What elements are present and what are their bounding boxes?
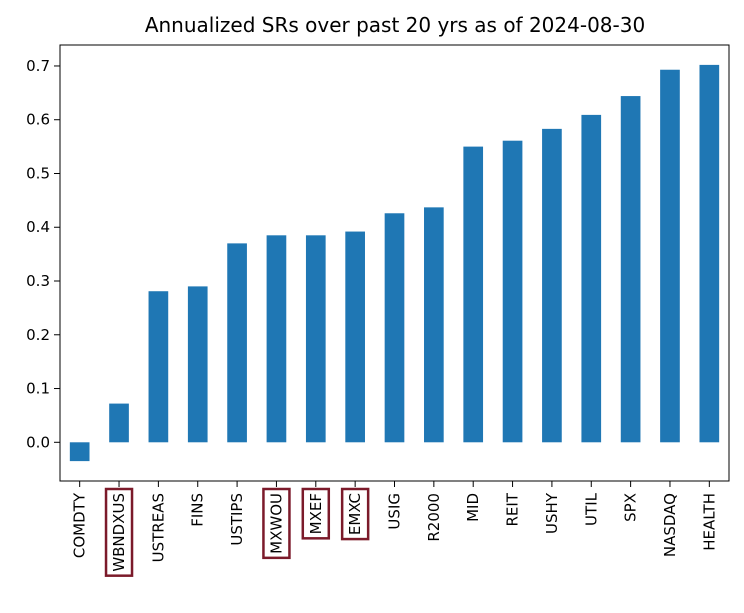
x-tick-label-util: UTIL bbox=[582, 492, 600, 526]
bar-ushy bbox=[542, 128, 562, 443]
x-tick-label-r2000: R2000 bbox=[425, 493, 443, 542]
bar-ustips bbox=[227, 243, 247, 443]
bars-group bbox=[69, 64, 720, 462]
x-tick-label-ustips: USTIPS bbox=[228, 493, 246, 546]
bar-spx bbox=[620, 96, 641, 443]
y-tick-label: 0.0 bbox=[26, 433, 50, 451]
bar-mid bbox=[463, 146, 484, 443]
chart-title: Annualized SRs over past 20 yrs as of 20… bbox=[145, 13, 645, 37]
x-tick-label-mxwou: MXWOU bbox=[267, 493, 285, 554]
bar-nasdaq bbox=[660, 69, 680, 443]
x-tick-label-fins: FINS bbox=[189, 493, 207, 527]
x-tick-label-nasdaq: NASDAQ bbox=[661, 493, 679, 557]
bar-comdty bbox=[69, 442, 90, 462]
bar-wbndxus bbox=[109, 403, 129, 443]
y-axis: 0.0 0.1 0.2 0.3 0.4 0.5 0.6 0.7 bbox=[26, 57, 60, 451]
x-tick-label-usig: USIG bbox=[386, 493, 404, 530]
plot-frame bbox=[59, 44, 730, 482]
bar-fins bbox=[187, 286, 208, 443]
x-axis: COMDTY WBNDXUS USTREAS FINS USTIPS MXWOU MXEF E… bbox=[71, 481, 718, 577]
bar-reit bbox=[502, 140, 523, 443]
y-tick-label: 0.2 bbox=[26, 326, 50, 344]
y-tick-label: 0.1 bbox=[26, 380, 50, 398]
y-tick-label: 0.4 bbox=[26, 218, 50, 236]
x-tick-label-reit: REIT bbox=[504, 492, 522, 526]
y-tick-label: 0.5 bbox=[26, 164, 50, 182]
x-tick-label-mid: MID bbox=[464, 493, 482, 522]
bar-mxef bbox=[305, 235, 326, 443]
x-tick-label-emxc: EMXC bbox=[346, 493, 364, 535]
y-tick-label: 0.7 bbox=[26, 57, 50, 75]
highlight-box-mxwou bbox=[262, 487, 291, 560]
x-tick-label-ushy: USHY bbox=[543, 492, 561, 534]
x-tick-label-wbndxus: WBNDXUS bbox=[110, 493, 128, 572]
bar-health bbox=[699, 64, 720, 443]
bar-usig bbox=[384, 213, 405, 443]
bar-mxwou bbox=[266, 235, 287, 443]
x-tick-label-mxef: MXEF bbox=[307, 493, 325, 534]
x-tick-label-health: HEALTH bbox=[700, 493, 718, 551]
y-tick-label: 0.3 bbox=[26, 272, 50, 290]
bar-util bbox=[581, 114, 602, 443]
bar-ustreas bbox=[148, 291, 169, 443]
bar-emxc bbox=[345, 231, 365, 443]
x-tick-label-spx: SPX bbox=[622, 493, 640, 522]
highlight-box-mxef bbox=[301, 487, 331, 540]
x-tick-label-comdty: COMDTY bbox=[71, 492, 89, 558]
bar-r2000 bbox=[424, 207, 444, 443]
x-tick-label-ustreas: USTREAS bbox=[149, 493, 167, 562]
highlight-box-emxc bbox=[340, 487, 370, 541]
y-tick-label: 0.6 bbox=[26, 111, 50, 129]
highlight-box-wbndxus bbox=[104, 487, 134, 577]
